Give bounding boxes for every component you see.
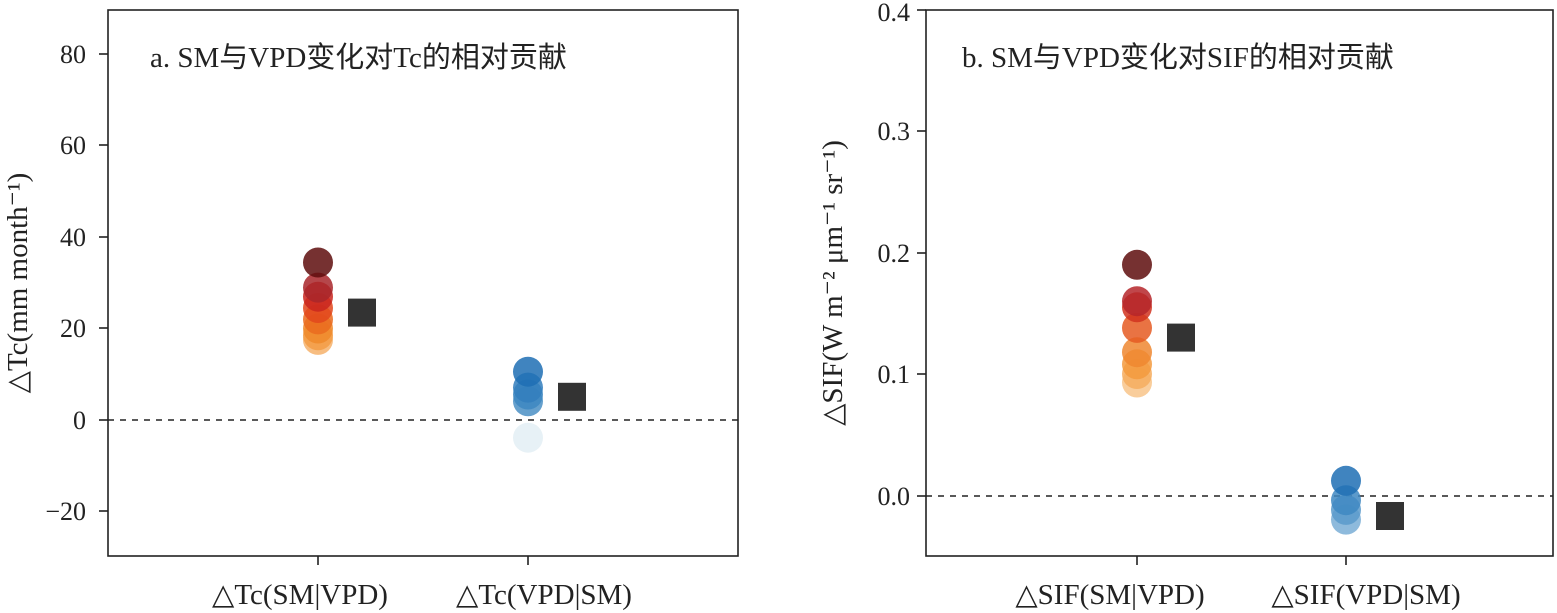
panel-a-y-axis-title: △Tc(mm month⁻¹) [2,173,34,394]
panel-a-mean-marker [348,298,376,327]
panel-b-ytick-label: 0.0 [878,482,911,511]
panel-b-category-label: △SIF(SM|VPD) [1015,579,1204,611]
panel-b-point [1331,465,1361,496]
panel-b-point [1122,337,1152,368]
panel-a-marks [303,247,586,453]
panel-a-title: a. SM与VPD变化对Tc的相对贡献 [150,41,567,74]
panel-a-point [513,356,543,387]
panel-a-category-label: △Tc(VPD|SM) [456,579,632,611]
panel-a-yticks [99,53,108,512]
panel-b-mean-marker [1167,323,1195,352]
panel-b-point [1122,312,1152,343]
panel-b-mean-marker [1376,502,1404,530]
panel-b-ytick-label: 0.1 [878,360,911,389]
panel-b-frame [925,9,1554,557]
panel-b-y-axis-title: △SIF(W m⁻² μm⁻¹ sr⁻¹) [817,140,849,426]
panel-b-ytick-labels: 0.4 0.3 0.2 0.1 0.0 [878,0,911,511]
panel-a-ytick-labels: 80 60 40 20 0 −20 [45,40,86,526]
panel-a-category-label: △Tc(SM|VPD) [212,579,388,611]
panel-a-ytick-label: 60 [60,131,86,160]
panel-a-ytick-label: 40 [60,223,86,252]
panel-b-point [1122,249,1152,280]
panel-a-point [513,422,543,453]
panel-b-ytick-label: 0.4 [878,0,911,27]
panel-b-title: b. SM与VPD变化对SIF的相对贡献 [962,41,1394,74]
panel-a-ytick-label: 0 [73,406,86,435]
panel-a-point [303,247,333,278]
panel-a-mean-marker [558,382,586,411]
panel-b: 0.4 0.3 0.2 0.1 0.0 △SIF(SM|VPD) △SIF(VP… [817,0,1554,611]
panel-a-frame [107,9,739,557]
panel-b-marks [1122,249,1404,535]
panel-a-ytick-label: 80 [60,40,86,69]
panel-b-yticks [917,9,926,497]
panel-b-ytick-label: 0.3 [878,117,911,146]
panel-b-ytick-label: 0.2 [878,239,911,268]
panel-b-category-label: △SIF(VPD|SM) [1271,579,1460,611]
panel-a: 80 60 40 20 0 −20 △Tc(SM|VPD) △Tc(VPD|SM… [2,9,739,611]
panel-b-point [1122,286,1152,317]
panel-a-ytick-label: 20 [60,314,86,343]
panel-a-point [303,272,333,303]
panel-a-ytick-label: −20 [45,497,86,526]
